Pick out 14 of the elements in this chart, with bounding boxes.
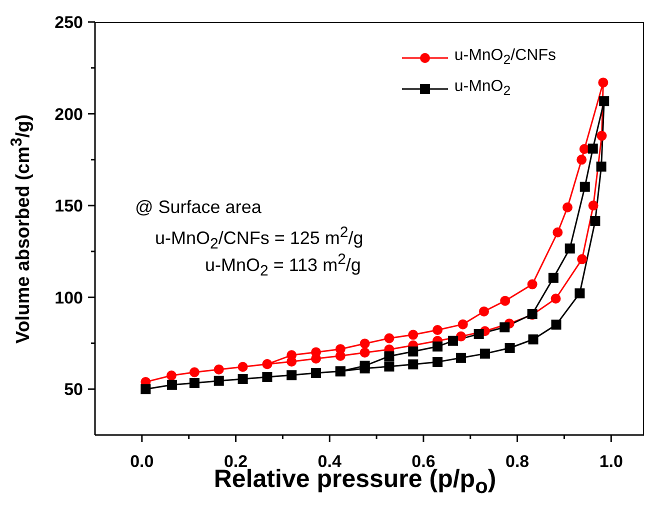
x-tick-label: 0.8 [505, 452, 530, 471]
annotation: u-MnO$_{2}$/CNFs = 125 m$^{2}$/g [155, 224, 364, 253]
x-tick-label: 0.0 [130, 452, 154, 471]
y-tick-label: 150 [54, 196, 83, 216]
legend-label: u-MnO$_{2}$ [454, 78, 511, 99]
y-tick-label: 100 [54, 288, 83, 308]
annotation: u-MnO$_{2}$ = 113 m$^{2}$/g [205, 251, 361, 280]
annotation: @ Surface area [135, 197, 262, 217]
x-tick-label: 0.4 [318, 452, 342, 471]
y-tick-label: 50 [64, 380, 83, 400]
legend-label: u-MnO$_{2}$/CNFs [454, 47, 556, 68]
y-tick-label: 200 [54, 104, 83, 124]
x-tick-label: 1.0 [599, 452, 623, 471]
y-tick-label: 250 [54, 13, 83, 32]
